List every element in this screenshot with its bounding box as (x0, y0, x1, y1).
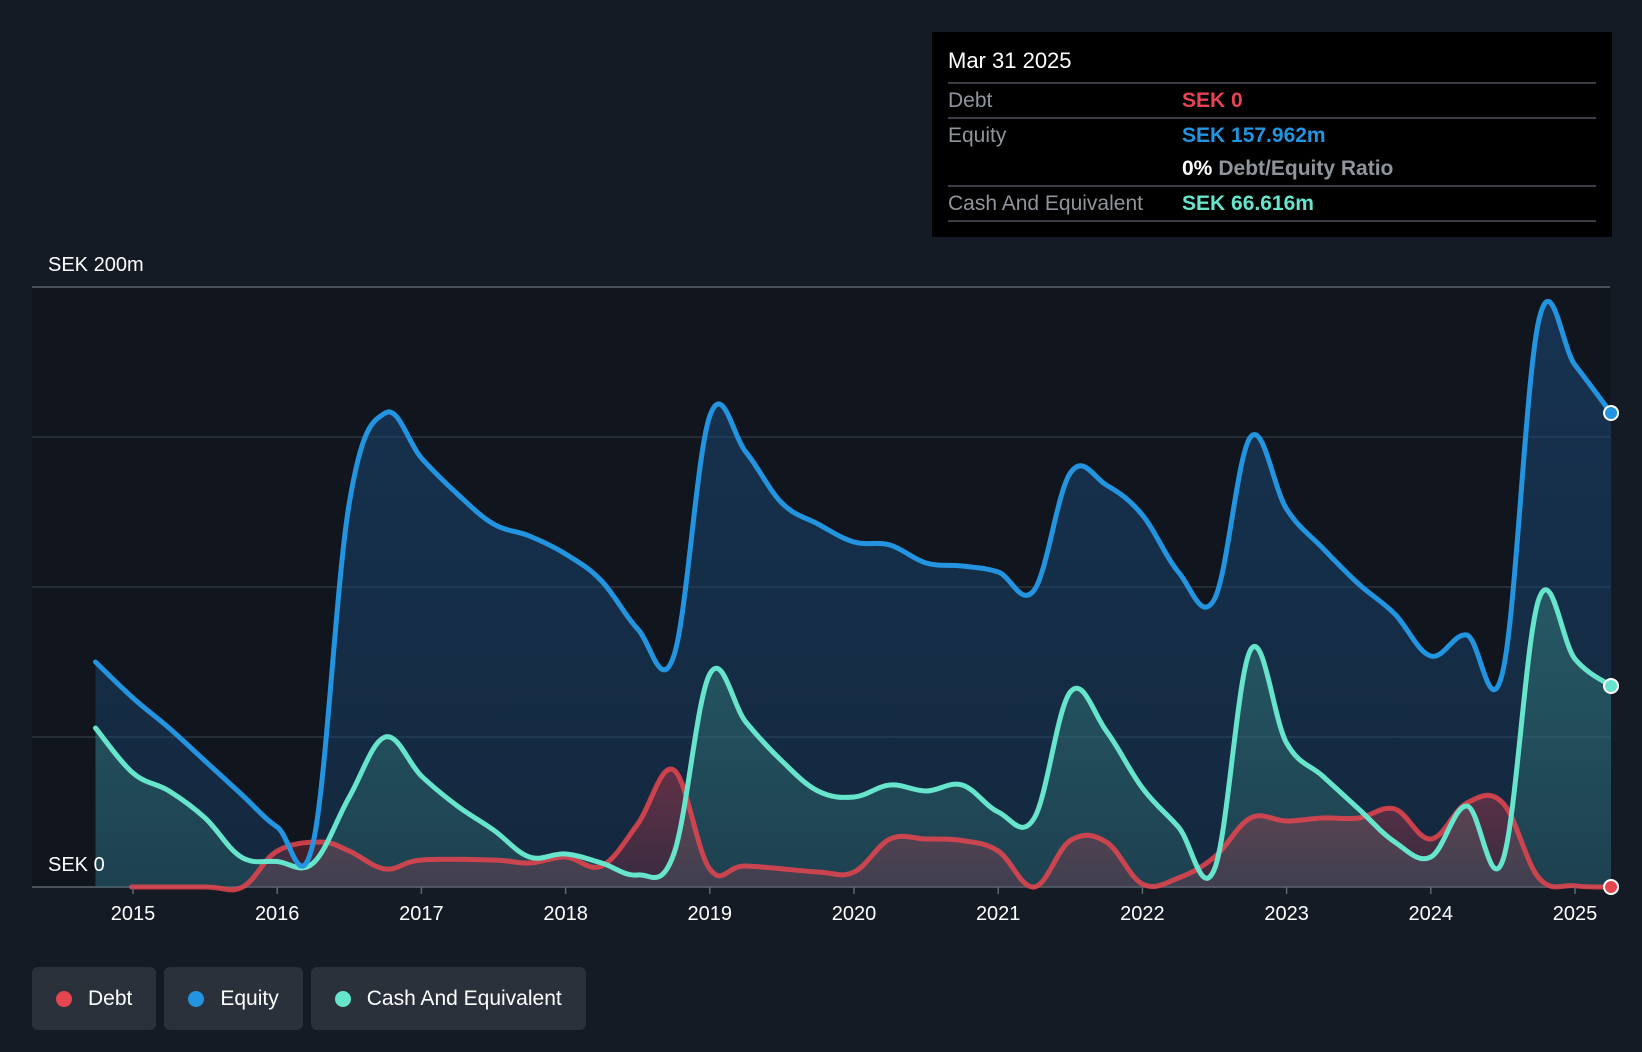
legend-item-debt[interactable]: Debt (32, 967, 157, 1030)
tooltip-panel: Mar 31 2025 Debt SEK 0 Equity SEK 157.96… (932, 32, 1612, 237)
tooltip-equity-label: Equity (948, 123, 1007, 147)
tooltip-row-equity: Equity SEK 157.962m (948, 117, 1596, 152)
tooltip-cash-value: SEK 66.616m (1182, 191, 1314, 215)
chart-legend: Debt Equity Cash And Equivalent (32, 967, 586, 1030)
legend-dot-cash (334, 990, 351, 1007)
legend-item-equity[interactable]: Equity (164, 967, 303, 1030)
debt-end-marker (1603, 879, 1620, 895)
tooltip-ratio-value: 0% (1182, 156, 1213, 180)
debt-area (131, 769, 1612, 890)
tooltip-ratio-label: Debt/Equity Ratio (1218, 156, 1394, 180)
x-tick-label-2015: 2015 (111, 903, 156, 925)
x-tick-label-2022: 2022 (1120, 903, 1165, 925)
x-tick-label-2020: 2020 (832, 903, 877, 925)
legend-label-equity: Equity (220, 986, 279, 1010)
legend-dot-equity (188, 990, 205, 1007)
x-tick-label-2017: 2017 (399, 903, 444, 925)
legend-label-debt: Debt (88, 986, 133, 1010)
legend-label-cash: Cash And Equivalent (366, 986, 562, 1010)
tooltip-row-debt: Debt SEK 0 (948, 82, 1596, 117)
tooltip-equity-value: SEK 157.962m (1182, 123, 1326, 147)
tooltip-row-cash: Cash And Equivalent SEK 66.616m (948, 185, 1596, 222)
x-tick-label-2016: 2016 (255, 903, 300, 925)
x-tick-label-2025: 2025 (1553, 903, 1598, 925)
cash-end-marker (1603, 678, 1620, 694)
equity-end-marker (1603, 405, 1620, 421)
legend-dot-debt (56, 990, 72, 1007)
x-tick-label-2023: 2023 (1264, 903, 1309, 925)
tooltip-debt-label: Debt (948, 88, 993, 112)
cash-line (93, 587, 1614, 881)
tooltip-row-ratio: 0% Debt/Equity Ratio (948, 152, 1596, 185)
tooltip-cash-label: Cash And Equivalent (948, 191, 1143, 215)
legend-item-cash[interactable]: Cash And Equivalent (310, 967, 586, 1030)
tooltip-debt-value: SEK 0 (1182, 88, 1243, 112)
debt-line (129, 766, 1614, 893)
equity-line (93, 298, 1614, 869)
x-tick-label-2021: 2021 (976, 903, 1021, 925)
tooltip-date: Mar 31 2025 (948, 48, 1072, 73)
y-axis-top-label: SEK 200m (48, 254, 144, 276)
x-tick-label-2018: 2018 (543, 903, 588, 925)
cash-area (95, 589, 1611, 887)
x-tick-label-2024: 2024 (1409, 903, 1454, 925)
y-axis-bottom-label: SEK 0 (48, 854, 105, 876)
x-tick-label-2019: 2019 (688, 903, 733, 925)
